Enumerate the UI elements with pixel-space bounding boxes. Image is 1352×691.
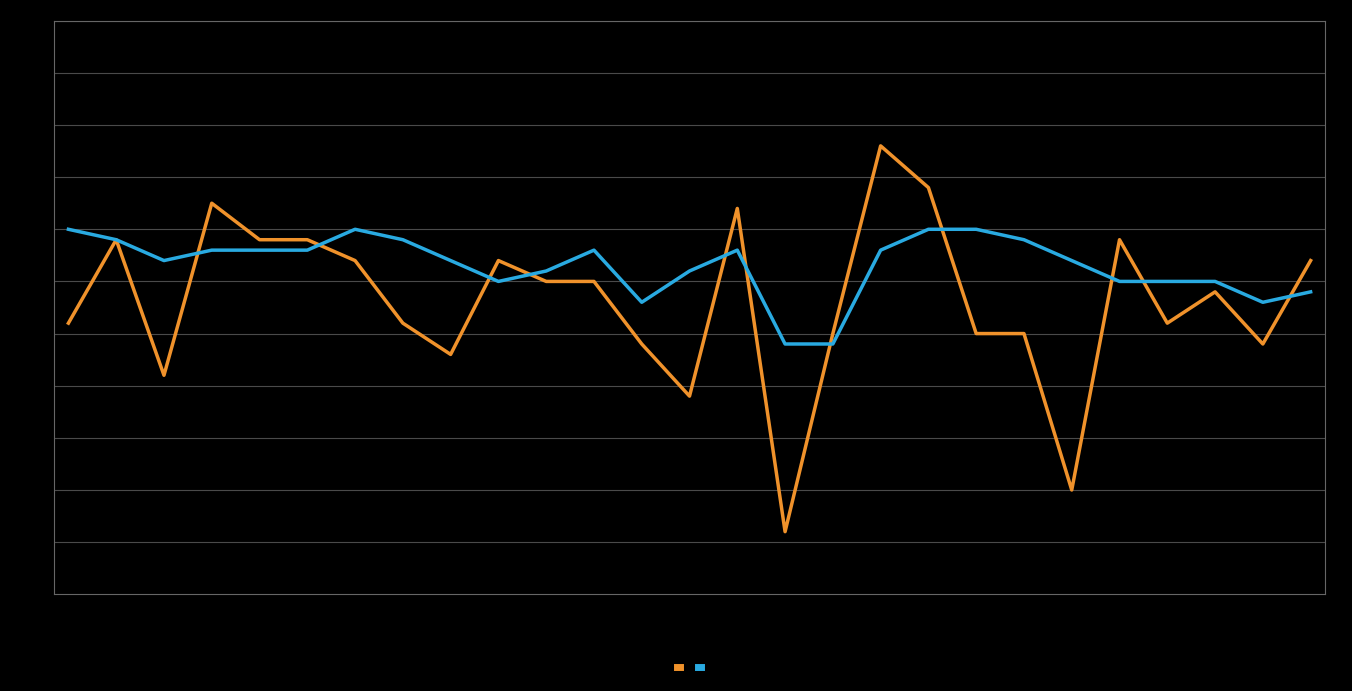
Legend:  ,  : , bbox=[676, 666, 703, 668]
